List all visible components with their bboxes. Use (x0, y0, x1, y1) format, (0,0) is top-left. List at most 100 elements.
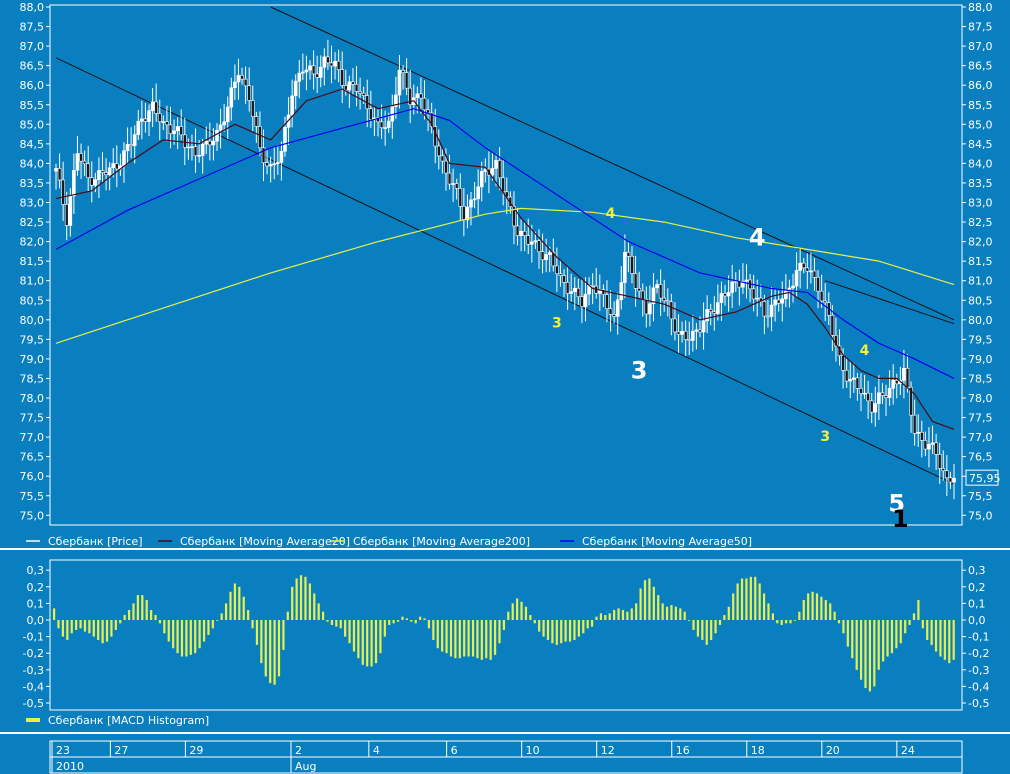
candle-body (369, 108, 373, 120)
macd-legend: Сбербанк [MACD Histogram] (26, 714, 209, 727)
candle (902, 349, 906, 399)
macd-bar (383, 620, 386, 637)
day-label: 10 (526, 744, 540, 757)
candle-body (698, 329, 702, 333)
candle-body (801, 262, 806, 269)
macd-bar (551, 620, 554, 644)
candle-body (852, 377, 856, 380)
candle-body (683, 330, 688, 340)
macd-bar (829, 603, 832, 620)
day-label: 27 (114, 744, 128, 757)
macd-bar (145, 600, 148, 620)
macd-bar (679, 608, 682, 620)
price-tick-label-left: 82,5 (20, 216, 45, 229)
macd-bar (207, 620, 210, 635)
macd-tick-label-right: 0,2 (968, 581, 986, 594)
candle (576, 278, 581, 305)
candle (773, 288, 777, 322)
price-tick-label-left: 75,5 (20, 490, 45, 503)
candle-body (361, 92, 366, 96)
candle (193, 128, 198, 173)
candle-body (948, 477, 953, 483)
candle (726, 275, 731, 312)
price-tick-label-left: 79,5 (20, 333, 45, 346)
candle-body (945, 470, 949, 479)
candle (730, 264, 734, 308)
candle (651, 273, 656, 322)
price-tick-label-left: 75,0 (20, 509, 45, 522)
candle (272, 147, 277, 180)
candle-body (182, 134, 187, 148)
candle (751, 274, 756, 312)
macd-bar (895, 620, 898, 649)
candle (662, 279, 667, 312)
candle-body (848, 379, 853, 382)
macd-bar (493, 620, 497, 655)
price-tick-label-left: 79,0 (20, 353, 45, 366)
macd-bar (529, 615, 532, 620)
candle (705, 295, 709, 334)
macd-bar (308, 583, 311, 620)
candle (540, 233, 545, 274)
candle-body (283, 127, 287, 152)
candle-body (490, 168, 495, 176)
candle (132, 125, 137, 164)
candle-body (522, 230, 527, 236)
candle-body (691, 330, 695, 341)
candle-body (429, 112, 434, 127)
macd-bar (57, 620, 60, 629)
candle-body (404, 72, 409, 89)
price-tick-label-right: 78,5 (968, 372, 993, 385)
candle-body (716, 302, 720, 314)
macd-tick-label-right: 0,1 (968, 597, 986, 610)
macd-bar (286, 611, 289, 620)
macd-bar (132, 603, 135, 620)
price-tick-label-right: 83,0 (968, 197, 993, 210)
candle-body (705, 309, 709, 322)
candle (537, 229, 541, 269)
candle (712, 296, 717, 331)
candle (182, 117, 187, 166)
wave-label: 3 (820, 429, 830, 445)
candle-body (197, 155, 201, 157)
candle-body (812, 270, 817, 278)
candle (665, 288, 670, 317)
macd-bar (189, 620, 192, 655)
candle (580, 279, 584, 324)
macd-bar (815, 593, 819, 620)
candle-body (276, 162, 280, 165)
price-tick-label-left: 84,0 (20, 157, 45, 170)
candle-body (497, 160, 502, 179)
candle (912, 399, 917, 446)
macd-bar (789, 620, 792, 624)
candle (311, 50, 316, 90)
candle (723, 284, 727, 306)
macd-bar (370, 620, 373, 667)
candle-body (322, 56, 327, 68)
candle (658, 269, 663, 317)
macd-bar (648, 578, 651, 620)
macd-bar (326, 620, 329, 622)
macd-bar (136, 595, 139, 620)
candle-body (175, 126, 180, 132)
price-tick-label-right: 88,0 (968, 1, 993, 14)
candle (844, 357, 849, 388)
price-tick-label-right: 87,0 (968, 40, 993, 53)
price-tick-label-right: 76,5 (968, 451, 993, 464)
candle (75, 135, 80, 176)
candle-body (157, 113, 162, 123)
candle-body (311, 65, 316, 75)
price-tick-label-right: 86,0 (968, 79, 993, 92)
candle-body (193, 146, 198, 157)
candle (208, 122, 212, 161)
candle-body (447, 172, 452, 185)
trendlines (55, 6, 955, 485)
candle-body (218, 124, 223, 131)
candle (909, 381, 913, 433)
candle-body (465, 206, 470, 221)
candle (637, 271, 641, 298)
candle-body (154, 101, 158, 114)
candle (250, 85, 255, 132)
candle-body (111, 163, 116, 168)
macd-bar (321, 611, 325, 620)
